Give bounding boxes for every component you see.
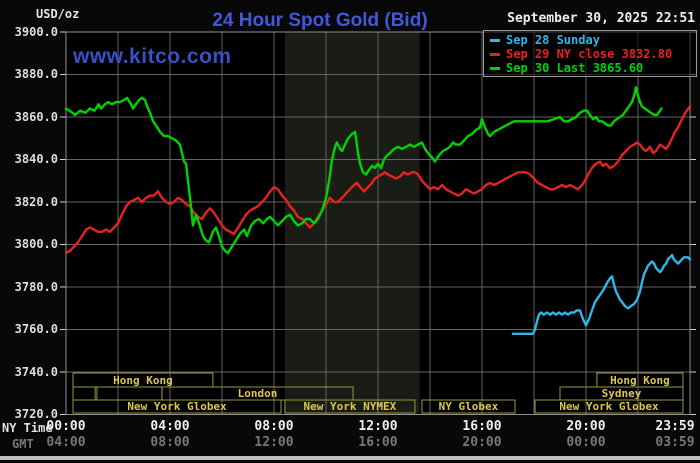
x-axis-label-ny: 12:00 bbox=[358, 419, 398, 434]
ny-time-axis-label: NY Time bbox=[2, 421, 53, 435]
x-axis-label-ny: 16:00 bbox=[462, 419, 502, 434]
y-axis-label: 3860.0 bbox=[14, 109, 58, 124]
legend-entry-label: Sep 28 Sunday bbox=[506, 33, 600, 47]
y-axis-label: 3760.0 bbox=[14, 322, 58, 336]
chart-datetime: September 30, 2025 22:51 bbox=[507, 11, 695, 26]
session-label-sydney: Sydney bbox=[601, 387, 642, 400]
session-label-new-york-globex: New York Globex bbox=[559, 400, 659, 413]
x-axis-label-ny: 20:00 bbox=[566, 419, 606, 434]
bottom-divider bbox=[0, 456, 700, 460]
session-box bbox=[284, 399, 416, 414]
x-axis-label-gmt: 04:00 bbox=[46, 435, 86, 450]
y-axis-label: 3780.0 bbox=[14, 279, 58, 294]
x-axis-label-ny: 23:59 bbox=[655, 419, 695, 434]
y-axis-label: 3720.0 bbox=[14, 407, 58, 421]
legend-entry-label: Sep 29 NY close 3832.80 bbox=[506, 47, 673, 61]
x-axis-label-ny: 00:00 bbox=[46, 419, 86, 434]
y-axis-label: 3800.0 bbox=[14, 237, 58, 251]
legend-entry: Sep 30 Last 3865.60 bbox=[490, 61, 643, 75]
sep30-line bbox=[64, 86, 663, 255]
x-axis-label-ny: 04:00 bbox=[150, 419, 190, 434]
x-axis-label-gmt: 12:00 bbox=[254, 435, 294, 450]
sep28-sunday-line bbox=[511, 253, 692, 335]
y-axis-label: 3880.0 bbox=[14, 67, 58, 81]
session-box bbox=[534, 399, 684, 414]
units-label: USD/oz bbox=[36, 7, 80, 21]
gmt-axis-label: GMT bbox=[12, 437, 34, 451]
x-axis-label-gmt: 20:00 bbox=[462, 435, 502, 450]
session-box bbox=[72, 399, 282, 414]
session-label-london: London bbox=[237, 387, 278, 400]
legend-dash-icon bbox=[490, 52, 500, 56]
x-axis-label-gmt: 16:00 bbox=[358, 435, 398, 450]
kitco-watermark: www.kitco.com bbox=[73, 45, 232, 68]
chart-title: 24 Hour Spot Gold (Bid) bbox=[212, 10, 428, 31]
x-axis-label-gmt: 08:00 bbox=[150, 435, 190, 450]
y-axis-label: 3820.0 bbox=[14, 194, 58, 209]
session-label-hong-kong: Hong Kong bbox=[610, 373, 670, 387]
legend-entry: Sep 29 NY close 3832.80 bbox=[490, 47, 672, 61]
legend-dash-icon bbox=[490, 66, 500, 70]
session-label-new-york-nymex: New York NYMEX bbox=[303, 400, 397, 413]
session-label-new-york-globex: New York Globex bbox=[127, 400, 227, 413]
session-box bbox=[421, 399, 516, 414]
legend-dash-icon bbox=[490, 38, 500, 42]
y-axis-label: 3740.0 bbox=[14, 364, 58, 379]
x-axis-label-ny: 08:00 bbox=[254, 419, 294, 434]
legend: Sep 28 Sunday Sep 29 NY close 3832.80 Sep … bbox=[483, 30, 697, 77]
sep29-line bbox=[64, 105, 692, 255]
y-axis-label: 3840.0 bbox=[14, 152, 58, 166]
legend-entry-label: Sep 30 Last 3865.60 bbox=[506, 61, 644, 75]
session-label-hong-kong: Hong Kong bbox=[113, 373, 173, 387]
legend-entry: Sep 28 Sunday bbox=[490, 33, 600, 47]
x-axis-label-gmt: 03:59 bbox=[655, 435, 695, 450]
x-axis-label-gmt: 00:00 bbox=[566, 435, 606, 450]
plot-frame bbox=[65, 31, 691, 415]
y-axis-label: 3900.0 bbox=[14, 24, 58, 39]
session-label-ny-globex: NY Globex bbox=[438, 400, 499, 413]
